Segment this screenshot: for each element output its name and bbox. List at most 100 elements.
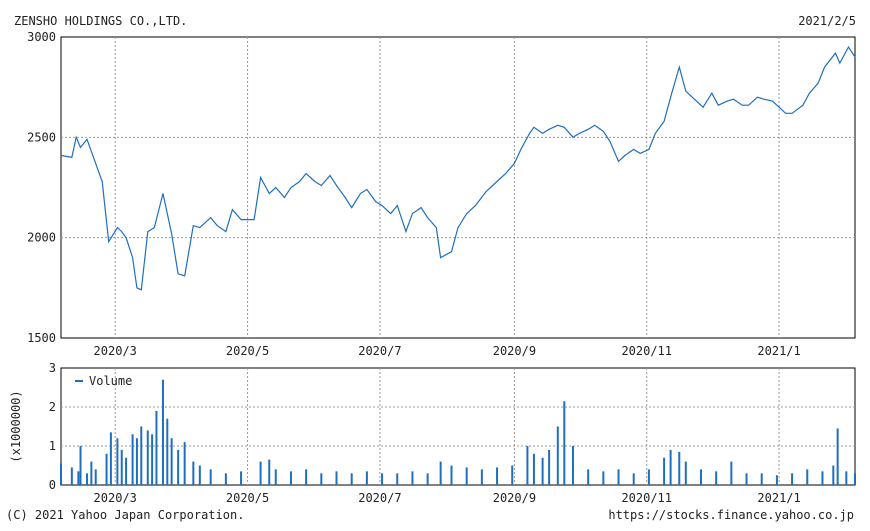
price-y-tick-label: 3000 — [27, 30, 56, 44]
volume-bar — [563, 401, 566, 485]
price-x-tick-label: 2020/9 — [493, 344, 536, 358]
volume-bar — [541, 457, 544, 485]
volume-bar — [105, 453, 108, 485]
volume-bar — [439, 461, 442, 485]
volume-bar — [465, 467, 468, 485]
price-y-tick-label: 2000 — [27, 231, 56, 245]
volume-bar — [350, 473, 353, 485]
volume-bar — [109, 432, 112, 485]
source-url: https://stocks.finance.yahoo.co.jp — [608, 508, 854, 522]
volume-bar — [140, 426, 143, 485]
price-line — [60, 45, 856, 291]
volume-bar — [131, 434, 134, 485]
price-x-tick-label: 2021/1 — [757, 344, 800, 358]
price-x-tick-label: 2020/11 — [621, 344, 672, 358]
volume-bar — [79, 446, 82, 485]
legend-label: Volume — [89, 374, 132, 388]
volume-bar — [663, 457, 666, 485]
volume-bar — [602, 471, 605, 485]
volume-y-axis-label: (x1000000) — [9, 390, 23, 462]
volume-bar — [632, 473, 635, 485]
volume-bar — [760, 473, 763, 485]
volume-x-tick-label: 2020/9 — [493, 491, 536, 505]
volume-bar — [90, 461, 93, 485]
volume-bar — [684, 461, 687, 485]
volume-x-tick-label: 2020/11 — [621, 491, 672, 505]
price-y-tick-label: 1500 — [27, 331, 56, 345]
volume-plot-frame — [60, 367, 856, 486]
volume-bar — [155, 410, 158, 485]
volume-bar — [94, 469, 97, 485]
volume-bar — [480, 469, 483, 485]
volume-bar — [426, 473, 429, 485]
volume-bar — [617, 469, 620, 485]
volume-bar — [678, 451, 681, 485]
volume-y-tick-label: 3 — [49, 361, 56, 375]
volume-bar — [526, 446, 529, 485]
price-x-tick-label: 2020/5 — [226, 344, 269, 358]
volume-bar — [177, 449, 180, 485]
volume-bar — [116, 438, 119, 485]
chart-date: 2021/2/5 — [798, 14, 856, 28]
price-x-tick-label: 2020/7 — [358, 344, 401, 358]
volume-y-tick-label: 0 — [49, 478, 56, 492]
volume-bar — [669, 449, 672, 485]
volume-bar — [556, 426, 559, 485]
volume-bar — [450, 465, 453, 485]
volume-bar — [396, 473, 399, 485]
volume-bar — [274, 469, 277, 485]
copyright-text: (C) 2021 Yahoo Japan Corporation. — [6, 508, 245, 522]
price-x-tick-label: 2020/3 — [94, 344, 137, 358]
volume-bar — [854, 473, 856, 485]
volume-bar — [183, 442, 186, 485]
volume-bar — [125, 457, 128, 485]
volume-bar — [532, 453, 535, 485]
volume-bar — [86, 473, 89, 485]
volume-bar — [647, 469, 650, 485]
volume-bar — [224, 473, 227, 485]
volume-bar — [198, 465, 201, 485]
volume-bar — [365, 471, 368, 485]
company-title: ZENSHO HOLDINGS CO.,LTD. — [14, 14, 188, 28]
volume-bar — [587, 469, 590, 485]
volume-bar — [745, 473, 748, 485]
volume-bar — [161, 379, 164, 485]
volume-bar — [715, 471, 718, 485]
volume-y-tick-label: 1 — [49, 439, 56, 453]
volume-bar — [60, 463, 62, 485]
volume-bar — [381, 473, 384, 485]
volume-bar — [320, 473, 323, 485]
price-plot-frame — [60, 36, 856, 339]
volume-bar — [571, 446, 574, 485]
volume-bar — [548, 449, 551, 485]
volume-bar — [268, 459, 271, 485]
price-y-tick-label: 2500 — [27, 130, 56, 144]
volume-bar — [192, 461, 195, 485]
volume-bar — [335, 471, 338, 485]
volume-bar — [151, 434, 154, 485]
volume-bar — [821, 471, 824, 485]
volume-bar — [289, 471, 292, 485]
volume-x-tick-label: 2020/5 — [226, 491, 269, 505]
volume-bar — [496, 467, 499, 485]
volume-bar — [170, 438, 173, 485]
volume-bar — [135, 438, 138, 485]
volume-y-tick-label: 2 — [49, 400, 56, 414]
volume-bar — [832, 465, 835, 485]
volume-bar — [259, 461, 262, 485]
volume-x-tick-label: 2020/7 — [358, 491, 401, 505]
volume-bar — [699, 469, 702, 485]
volume-bar — [166, 418, 169, 485]
volume-bar — [791, 473, 794, 485]
volume-bar — [836, 428, 839, 485]
volume-bar — [240, 471, 243, 485]
volume-bar — [730, 461, 733, 485]
volume-bar — [70, 467, 73, 485]
volume-bar — [146, 430, 149, 485]
volume-bar — [305, 469, 308, 485]
volume-bar — [775, 475, 778, 485]
volume-bar — [511, 465, 514, 485]
volume-x-tick-label: 2020/3 — [94, 491, 137, 505]
volume-x-tick-label: 2021/1 — [757, 491, 800, 505]
